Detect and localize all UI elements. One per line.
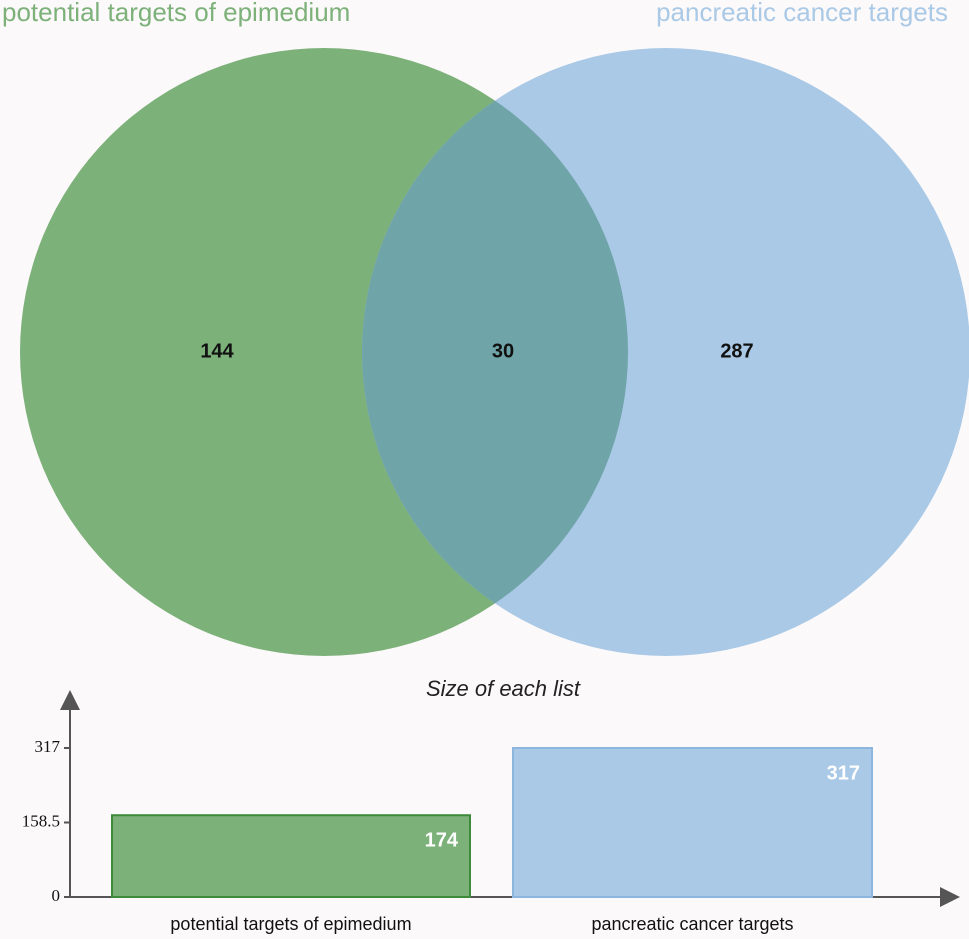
venn: potential targets of epimedium pancreatic… bbox=[2, 0, 969, 656]
overlap bbox=[362, 48, 628, 656]
set-name: pancreatic cancer targets bbox=[656, 0, 948, 27]
bar bbox=[111, 814, 471, 899]
set-name: potential targets of epimedium bbox=[2, 0, 350, 27]
x-tick-label: potential targets of epimedium bbox=[170, 914, 411, 934]
region-count: 287 bbox=[720, 340, 753, 362]
y-tick-label: 317 bbox=[35, 737, 61, 756]
value-label: 317 bbox=[827, 762, 860, 784]
bar bbox=[512, 747, 873, 898]
region-count: 30 bbox=[492, 340, 514, 362]
value-label: 174 bbox=[425, 829, 459, 851]
bar-chart: Size of each list 0 158.5 317 174 potential t… bbox=[22, 676, 960, 934]
x-tick-label: pancreatic cancer targets bbox=[591, 914, 793, 934]
region-count: 144 bbox=[200, 340, 234, 362]
chart-title: Size of each list bbox=[426, 676, 581, 701]
y-tick-label: 158.5 bbox=[22, 811, 60, 830]
y-tick-label: 0 bbox=[52, 886, 61, 905]
